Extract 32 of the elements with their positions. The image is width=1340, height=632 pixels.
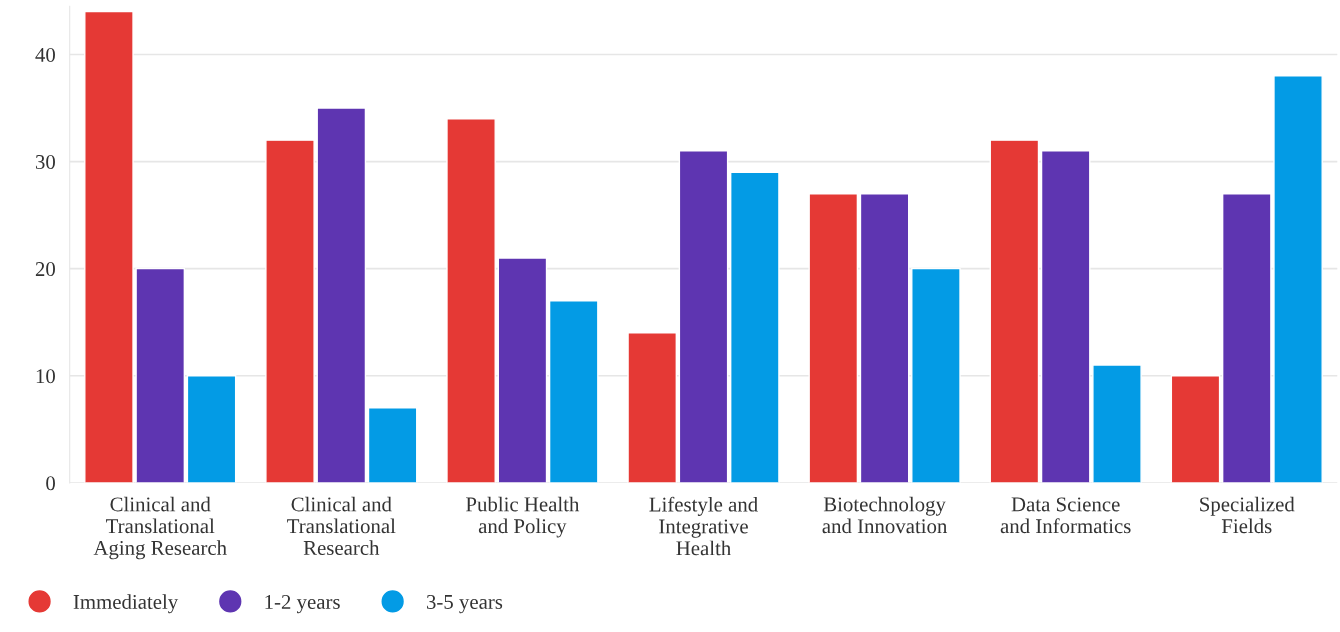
bar <box>859 193 910 483</box>
x-tick-label: Public Health and Policy <box>466 496 580 538</box>
bar <box>316 107 367 483</box>
x-tick-label: Clinical and Translational Research <box>287 496 396 555</box>
x-tick-label: Specialized Fields <box>1200 496 1295 534</box>
legend-label: 3-5 years <box>426 594 503 614</box>
y-tick-label: 0 <box>46 476 55 491</box>
bar <box>497 257 548 483</box>
legend-label: 1-2 years <box>265 594 340 614</box>
bar <box>729 171 780 483</box>
bar <box>911 267 961 483</box>
y-tick-label: 10 <box>36 369 55 384</box>
bar <box>265 139 315 483</box>
bar <box>627 332 678 483</box>
bar <box>989 139 1040 483</box>
bar <box>1092 364 1142 483</box>
y-tick-label: 30 <box>35 154 55 170</box>
bar <box>1040 150 1091 483</box>
bar <box>367 407 418 483</box>
x-tick-label: Biotechnology and Innovation <box>822 496 948 534</box>
x-tick-label: Data Science and Informatics <box>1000 497 1131 534</box>
bar <box>808 193 859 483</box>
legend-label: Immediately <box>73 594 179 614</box>
y-tick-label: 20 <box>35 262 55 277</box>
bar <box>1170 375 1221 483</box>
bar <box>446 118 496 483</box>
bar <box>678 150 729 483</box>
y-tick-label: 40 <box>35 47 55 62</box>
x-tick-label: Clinical and Translational Aging Research <box>93 496 227 560</box>
bar <box>548 300 599 483</box>
bar <box>186 375 237 483</box>
x-tick-label: Lifestyle and Integrative Health <box>649 496 758 556</box>
